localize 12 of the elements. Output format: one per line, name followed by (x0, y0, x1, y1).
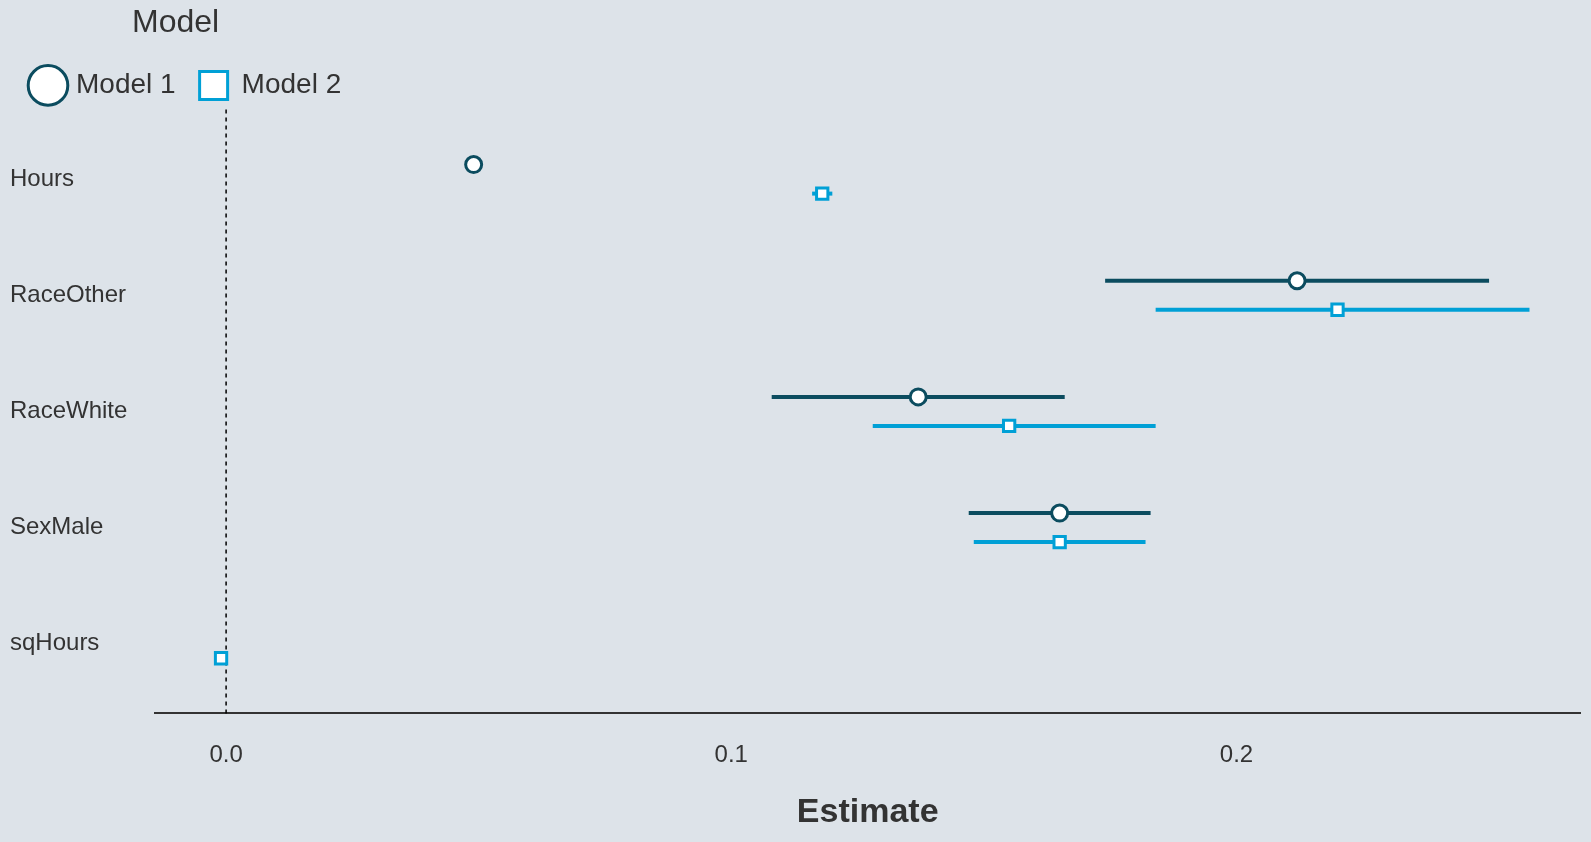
y-tick-label: RaceWhite (10, 396, 128, 424)
y-tick-label: SexMale (10, 512, 104, 540)
y-tick-label: sqHours (10, 628, 100, 656)
legend-label: Model 1 (76, 68, 176, 100)
x-tick-label: 0.1 (714, 740, 748, 768)
legend-title: Model (132, 2, 220, 39)
x-tick-label: 0.0 (209, 740, 243, 768)
legend-label: Model 2 (241, 68, 342, 100)
x-axis-title: Estimate (796, 790, 939, 829)
x-tick-label: 0.2 (1219, 740, 1254, 768)
y-tick-label: Hours (10, 163, 75, 191)
y-tick-label: RaceOther (10, 279, 127, 307)
